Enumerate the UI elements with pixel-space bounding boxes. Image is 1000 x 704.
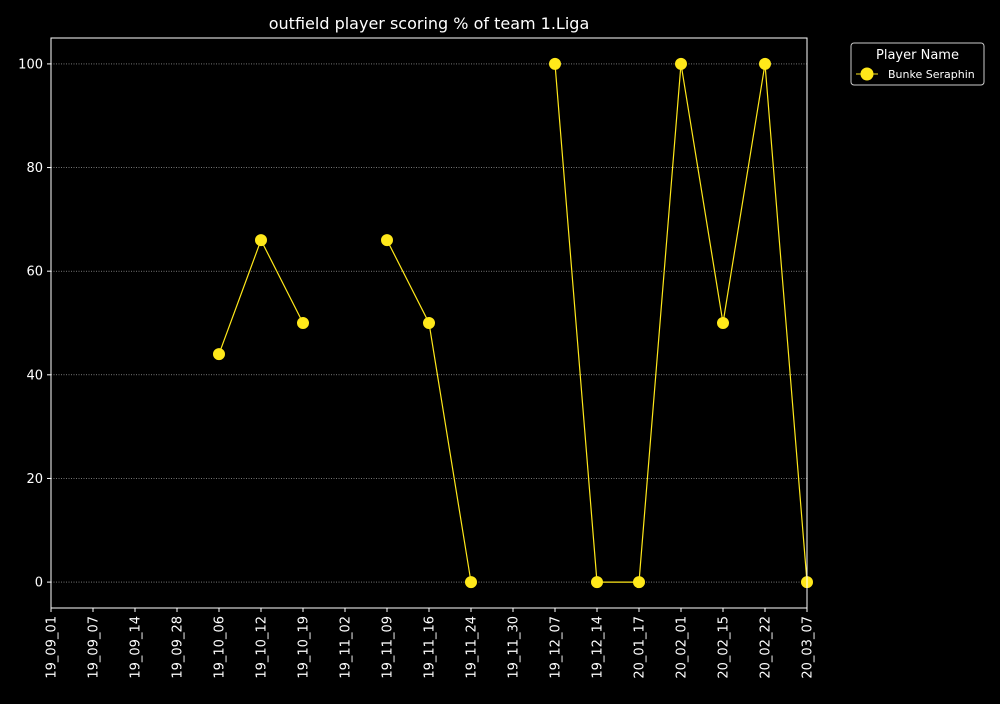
x-tick-label-19_12_07: 19_12_07: [549, 616, 564, 679]
data-point-20_02_01: [675, 57, 687, 70]
y-tick-label-20: 20: [26, 472, 43, 487]
x-tick-label-19_11_24: 19_11_24: [465, 616, 480, 679]
data-point-19_12_07: [549, 57, 561, 70]
data-point-19_12_14: [591, 576, 603, 589]
x-tick-label-19_10_19: 19_10_19: [297, 616, 312, 679]
data-point-19_10_19: [297, 317, 309, 329]
y-tick-label-60: 60: [26, 265, 43, 280]
x-tick-label-19_09_14: 19_09_14: [129, 616, 144, 679]
legend-entry-bunke-seraphin: Bunke Seraphin: [888, 68, 975, 81]
data-point-20_02_15: [717, 317, 729, 329]
x-tick-label-19_11_30: 19_11_30: [507, 616, 522, 679]
data-point-19_11_24: [465, 576, 477, 589]
y-tick-label-40: 40: [26, 368, 43, 383]
data-point-19_11_16: [423, 317, 435, 329]
x-tick-label-19_12_14: 19_12_14: [591, 616, 606, 679]
legend-title: Player Name: [876, 48, 959, 63]
data-point-19_10_06: [213, 348, 225, 361]
y-tick-label-0: 0: [35, 576, 43, 591]
legend[interactable]: Player Name Bunke Seraphin: [850, 42, 985, 86]
data-point-19_11_09: [381, 234, 393, 247]
legend-marker-swatch: [860, 67, 874, 81]
grid-lines: [51, 63, 807, 583]
y-tick-label-100: 100: [18, 57, 43, 72]
x-tick-label-20_02_01: 20_02_01: [675, 616, 690, 679]
x-tick-label-19_09_07: 19_09_07: [87, 616, 102, 679]
x-tick-label-20_01_17: 20_01_17: [633, 616, 648, 679]
x-tick-label-19_09_01: 19_09_01: [45, 616, 60, 679]
series-layer: [213, 57, 813, 589]
data-point-20_01_17: [633, 576, 645, 589]
y-tick-label-80: 80: [26, 161, 43, 176]
x-tick-label-20_02_22: 20_02_22: [759, 616, 774, 679]
x-tick-label-20_03_07: 20_03_07: [801, 616, 816, 679]
x-tick-label-19_10_06: 19_10_06: [213, 616, 228, 679]
x-tick-label-20_02_15: 20_02_15: [717, 616, 732, 679]
legend-box: [850, 42, 985, 86]
chart-title: outfield player scoring % of team 1.Liga: [269, 14, 590, 33]
x-axis: 19_09_01 19_09_07 19_09_14 19_09_28 19_10_06…: [45, 608, 816, 679]
y-axis: 0 20 40 60 80 100: [18, 57, 51, 591]
x-tick-label-19_09_28: 19_09_28: [171, 616, 186, 679]
data-point-19_10_12: [255, 234, 267, 247]
x-tick-label-19_11_02: 19_11_02: [339, 616, 354, 679]
x-tick-label-19_10_12: 19_10_12: [255, 616, 270, 679]
x-tick-label-19_11_09: 19_11_09: [381, 616, 396, 679]
x-tick-label-19_11_16: 19_11_16: [423, 616, 438, 679]
data-point-20_02_22: [759, 57, 771, 70]
